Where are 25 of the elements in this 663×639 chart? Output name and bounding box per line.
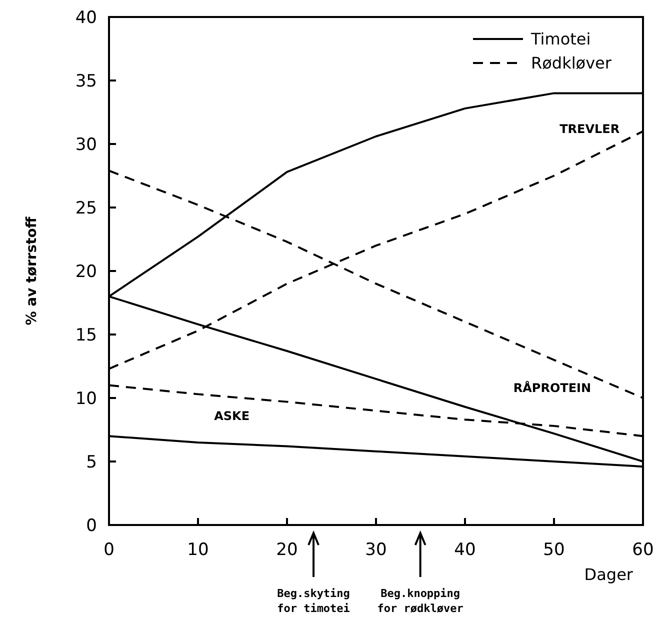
y-tick-label: 25 bbox=[75, 198, 97, 218]
x-tick-label: 60 bbox=[632, 540, 654, 560]
annotation: ASKE bbox=[214, 408, 250, 423]
text: Beg.skyting for timotei bbox=[277, 587, 350, 615]
y-tick-label: 15 bbox=[75, 325, 97, 346]
x-tick-label: 40 bbox=[454, 540, 476, 560]
y-tick-label: 0 bbox=[86, 516, 97, 536]
x-tick-label: 20 bbox=[276, 540, 298, 560]
y-tick-label: 20 bbox=[75, 262, 97, 282]
y-tick-label: 35 bbox=[75, 71, 97, 92]
x-tick-label: 10 bbox=[187, 540, 209, 560]
legend-label: Timotei bbox=[530, 30, 591, 49]
y-axis-title: % av tørrstoff bbox=[24, 216, 40, 326]
y-tick-label: 10 bbox=[75, 388, 97, 409]
text: Beg.knopping for rødkløver bbox=[377, 587, 464, 615]
y-tick-label: 30 bbox=[75, 134, 97, 155]
annotation: TREVLER bbox=[560, 122, 620, 136]
x-tick-label: 50 bbox=[543, 540, 565, 560]
y-tick-label: 40 bbox=[75, 8, 97, 28]
x-tick-label: 0 bbox=[104, 540, 114, 560]
annotation: RÅPROTEIN bbox=[513, 380, 592, 396]
x-tick-label: 30 bbox=[365, 540, 387, 560]
legend-label: Rødkløver bbox=[531, 54, 612, 73]
x-axis-title: Dager bbox=[584, 565, 634, 584]
y-tick-label: 5 bbox=[86, 452, 97, 472]
